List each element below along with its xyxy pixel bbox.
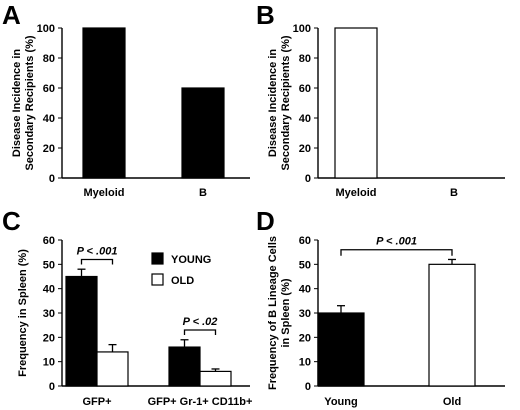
bar xyxy=(317,312,365,387)
y-tick-label: 50 xyxy=(299,259,311,271)
y-tick-label: 60 xyxy=(43,83,55,95)
y-tick-label: 0 xyxy=(49,381,55,393)
y-tick-label: 40 xyxy=(299,113,311,125)
y-tick-label: 60 xyxy=(299,83,311,95)
y-tick-label: 30 xyxy=(43,308,55,320)
chart-c: 0 10 20 30 40 50 60 Frequency in Spleen (%) GFP+… xyxy=(17,235,252,408)
y-axis-label: in Spleen (%) xyxy=(280,278,292,347)
p-value-label: P < .001 xyxy=(376,236,417,248)
x-category-label: Myeloid xyxy=(336,187,377,199)
y-axis-label: Secondary Recipients (%) xyxy=(24,35,36,170)
bar-young xyxy=(168,346,201,387)
legend-swatch-old xyxy=(151,273,164,286)
p-value-label: P < .02 xyxy=(183,316,218,328)
significance-bracket xyxy=(80,258,114,265)
x-category-label: Young xyxy=(324,396,357,408)
bar xyxy=(82,27,126,179)
y-tick-label: 0 xyxy=(49,173,55,185)
legend-swatch-young xyxy=(151,252,164,265)
y-tick-label: 40 xyxy=(43,113,55,125)
bar-old xyxy=(199,370,232,387)
significance-bracket xyxy=(340,249,453,256)
x-category-label: Old xyxy=(443,396,461,408)
y-tick-label: 20 xyxy=(299,143,311,155)
y-axis-label: Disease Incidence in xyxy=(267,49,279,157)
y-tick-label: 100 xyxy=(293,23,311,35)
y-axis-label: Disease Incidence in xyxy=(11,49,23,157)
x-category-label: B xyxy=(199,187,207,199)
y-tick-label: 60 xyxy=(43,235,55,247)
x-category-label: B xyxy=(450,187,458,199)
y-tick-label: 20 xyxy=(43,143,55,155)
p-value-label: P < .001 xyxy=(77,245,118,257)
y-axis-label: Frequency in Spleen (%) xyxy=(17,249,29,377)
bar-young xyxy=(65,275,98,387)
panel-letter-b: B xyxy=(256,0,275,30)
y-axis-label: Secondary Recipients (%) xyxy=(280,35,292,170)
significance-bracket xyxy=(183,329,217,336)
bar xyxy=(181,87,225,179)
chart-d: 0 10 20 30 40 50 60 Frequency of B Lineage Cell… xyxy=(267,235,505,408)
panel-letter-c: C xyxy=(2,206,21,236)
chart-a: 0 20 40 60 80 100 Disease Incidence in Secondar… xyxy=(11,23,250,199)
x-category-label: GFP+ Gr-1+ CD11b+ xyxy=(148,396,253,408)
y-tick-label: 10 xyxy=(299,357,311,369)
y-tick-label: 20 xyxy=(43,332,55,344)
y-tick-label: 40 xyxy=(299,284,311,296)
panel-letter-a: A xyxy=(2,0,21,30)
y-tick-label: 30 xyxy=(299,308,311,320)
panel-letter-d: D xyxy=(256,206,275,236)
bar-old xyxy=(96,351,129,387)
y-tick-label: 50 xyxy=(43,259,55,271)
y-tick-label: 80 xyxy=(299,53,311,65)
legend-label-old: OLD xyxy=(171,275,194,287)
bar xyxy=(334,27,378,179)
y-tick-label: 10 xyxy=(43,357,55,369)
y-axis-label: Frequency of B Lineage Cells xyxy=(267,236,279,390)
x-category-label: Myeloid xyxy=(84,187,125,199)
y-tick-label: 0 xyxy=(305,173,311,185)
y-tick-label: 20 xyxy=(299,332,311,344)
y-tick-label: 100 xyxy=(37,23,55,35)
bar xyxy=(428,263,476,387)
y-tick-label: 60 xyxy=(299,235,311,247)
x-category-label: GFP+ xyxy=(82,396,111,408)
y-tick-label: 0 xyxy=(305,381,311,393)
y-tick-label: 40 xyxy=(43,284,55,296)
chart-b: 0 20 40 60 80 100 Disease Incidence in Secondar… xyxy=(267,23,505,199)
y-tick-label: 80 xyxy=(43,53,55,65)
legend-label-young: YOUNG xyxy=(171,254,211,266)
